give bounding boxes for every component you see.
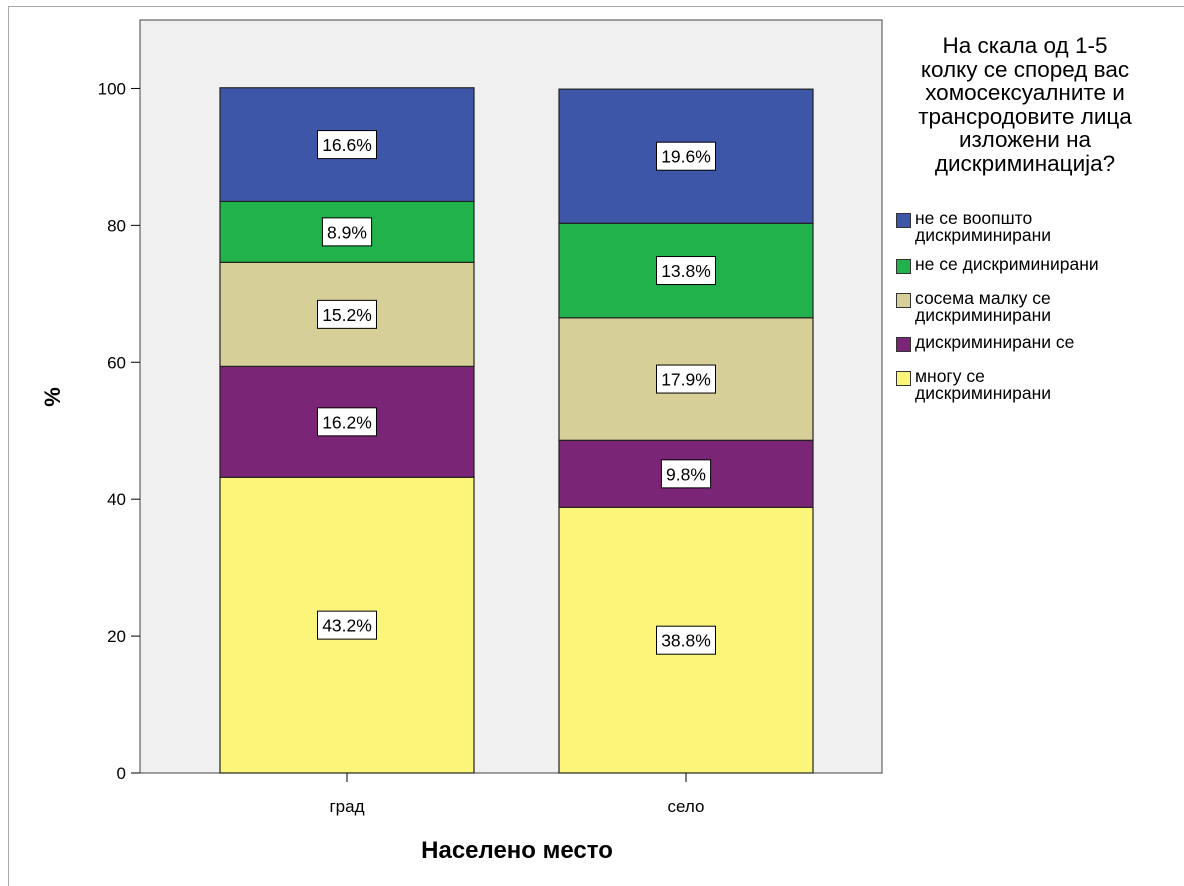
legend-title-line: дискриминација? [934, 150, 1116, 176]
legend-item: не се дискриминирани [896, 254, 1175, 274]
legend-title-line: колку се според вас [920, 56, 1130, 82]
legend-title-line: трансродовите лица [918, 103, 1132, 129]
legend-label: не се дискриминирани [915, 254, 1099, 274]
legend-label: многу се дискриминирани [915, 366, 1052, 403]
data-label: 16.2% [322, 412, 372, 432]
y-tick-label: 0 [117, 764, 126, 783]
legend-swatch [896, 293, 911, 308]
y-axis: 0 20 40 60 80 100 [98, 79, 140, 783]
y-axis-label: % [40, 387, 65, 407]
legend-item: многу се дискриминирани [896, 366, 1175, 403]
data-label-box [317, 610, 377, 640]
data-label: 19.6% [661, 147, 711, 167]
data-label: 9.8% [666, 464, 706, 484]
legend-swatch [896, 337, 911, 352]
data-label-box [656, 364, 716, 394]
bar-labels: 43.2% 16.2% 15.2% 8.9% 16.6% 38.8% 9.8% 17.9% 13… [317, 130, 716, 655]
legend-title-line: На скала од 1-5 [942, 33, 1108, 58]
y-tick-label: 20 [107, 627, 126, 646]
x-tick-label: град [329, 797, 364, 816]
legend-swatch [896, 259, 911, 274]
y-tick-label: 60 [107, 353, 126, 372]
data-label-box [660, 459, 712, 489]
data-label-box [317, 407, 377, 437]
data-label: 8.9% [327, 222, 367, 242]
legend-label: сосема малку се дискриминирани [915, 288, 1052, 325]
legend-label: дискриминирани се [915, 332, 1075, 352]
data-label: 16.6% [322, 135, 372, 155]
legend-label: не се воопшто дискриминирани [915, 208, 1052, 245]
legend-swatch [896, 213, 911, 228]
legend-title-line: изложени на [958, 127, 1092, 152]
y-tick-label: 40 [107, 490, 126, 509]
legend-item: дискриминирани се [896, 332, 1175, 352]
data-label: 15.2% [322, 305, 372, 325]
legend-title: На скала од 1-5 колку се според вас хомосе… [890, 34, 1160, 175]
data-label-box [317, 299, 377, 329]
data-label: 17.9% [661, 370, 711, 390]
data-label-box [656, 141, 716, 171]
data-label-box [321, 217, 373, 247]
data-label-box [656, 625, 716, 655]
x-tick-label: село [668, 797, 705, 816]
x-axis: град село [329, 773, 704, 816]
legend-swatch [896, 371, 911, 386]
x-axis-label: Населено место [421, 837, 613, 864]
data-label: 38.8% [661, 631, 711, 651]
data-label: 43.2% [322, 616, 372, 636]
data-label-box [656, 256, 716, 286]
data-label: 13.8% [661, 261, 711, 281]
legend-item: сосема малку се дискриминирани [896, 288, 1175, 325]
legend-item: не се воопшто дискриминирани [896, 208, 1175, 245]
legend-title-line: хомосексуалните и [925, 80, 1125, 105]
y-tick-label: 80 [107, 216, 126, 235]
y-tick-label: 100 [98, 79, 126, 98]
data-label-box [317, 130, 377, 160]
bars [219, 87, 814, 774]
chart-frame [8, 6, 1184, 886]
